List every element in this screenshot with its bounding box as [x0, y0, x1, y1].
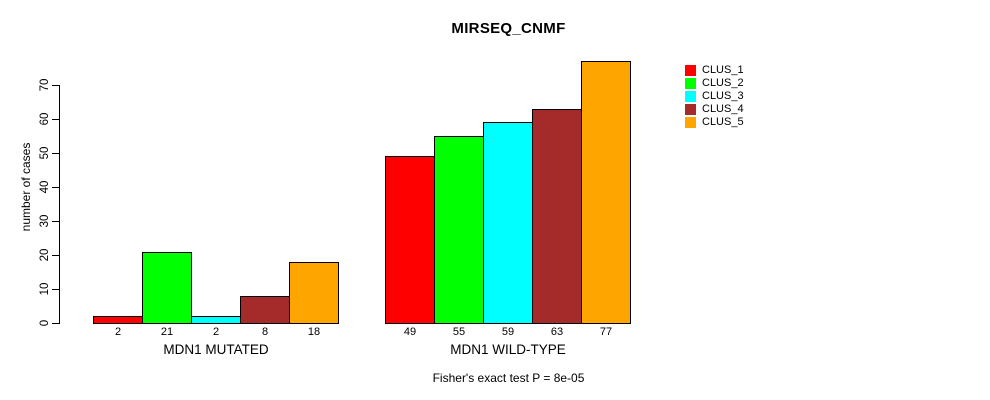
y-tick-label: 30 — [39, 214, 51, 228]
y-axis-line — [59, 85, 60, 324]
bar-value-label: 18 — [307, 326, 321, 338]
bar-value-label: 8 — [261, 326, 269, 338]
bar-clus_2-group1 — [142, 252, 192, 324]
legend-swatch-clus_3 — [685, 91, 696, 102]
y-tick-label: 70 — [39, 78, 51, 92]
bar-value-label: 21 — [160, 326, 174, 338]
legend-item-clus_5: CLUS_5 — [685, 116, 744, 129]
x-axis-group-label: MDN1 WILD-TYPE — [450, 342, 566, 357]
legend-label: CLUS_5 — [702, 116, 744, 128]
bar-clus_3-group2 — [483, 122, 533, 324]
bar-clus_5-group1 — [289, 262, 339, 324]
y-tick-mark — [52, 152, 59, 154]
y-tick-mark — [52, 186, 59, 188]
y-tick-label: 50 — [39, 146, 51, 160]
bar-value-label: 55 — [452, 326, 466, 338]
bar-value-label: 63 — [550, 326, 564, 338]
bar-clus_1-group1 — [93, 316, 143, 324]
y-tick-mark — [52, 84, 59, 86]
bar-clus_3-group1 — [191, 316, 241, 324]
bar-value-label: 2 — [114, 326, 122, 338]
legend-swatch-clus_5 — [685, 117, 696, 128]
y-tick-label: 20 — [39, 248, 51, 262]
y-tick-label: 40 — [39, 180, 51, 194]
legend-item-clus_1: CLUS_1 — [685, 64, 744, 77]
y-tick-label: 60 — [39, 112, 51, 126]
y-tick-label: 0 — [39, 319, 51, 327]
legend-label: CLUS_2 — [702, 77, 744, 89]
legend-swatch-clus_1 — [685, 65, 696, 76]
y-tick-mark — [52, 118, 59, 120]
legend-swatch-clus_4 — [685, 104, 696, 115]
bar-value-label: 2 — [212, 326, 220, 338]
legend-item-clus_2: CLUS_2 — [685, 77, 744, 90]
legend-swatch-clus_2 — [685, 78, 696, 89]
bar-clus_4-group2 — [532, 109, 582, 324]
bar-clus_2-group2 — [434, 136, 484, 324]
y-tick-label: 10 — [39, 282, 51, 296]
y-tick-mark — [52, 254, 59, 256]
legend-label: CLUS_3 — [702, 90, 744, 102]
bar-value-label: 77 — [599, 326, 613, 338]
y-tick-mark — [52, 220, 59, 222]
bar-value-label: 49 — [403, 326, 417, 338]
legend-item-clus_3: CLUS_3 — [685, 90, 744, 103]
x-axis-group-label: MDN1 MUTATED — [163, 342, 269, 357]
legend: CLUS_1 CLUS_2 CLUS_3 CLUS_4 CLUS_5 — [685, 64, 744, 129]
legend-item-clus_4: CLUS_4 — [685, 103, 744, 116]
y-tick-mark — [52, 322, 59, 324]
legend-label: CLUS_4 — [702, 103, 744, 115]
chart-title: MIRSEQ_CNMF — [451, 20, 566, 37]
bar-clus_1-group2 — [385, 156, 435, 324]
caption-fisher-test: Fisher's exact test P = 8e-05 — [432, 371, 585, 385]
bar-value-label: 59 — [501, 326, 515, 338]
bar-clus_4-group1 — [240, 296, 290, 324]
legend-label: CLUS_1 — [702, 64, 744, 76]
y-tick-mark — [52, 288, 59, 290]
bar-clus_5-group2 — [581, 61, 631, 324]
y-axis-label: number of cases — [19, 142, 33, 232]
